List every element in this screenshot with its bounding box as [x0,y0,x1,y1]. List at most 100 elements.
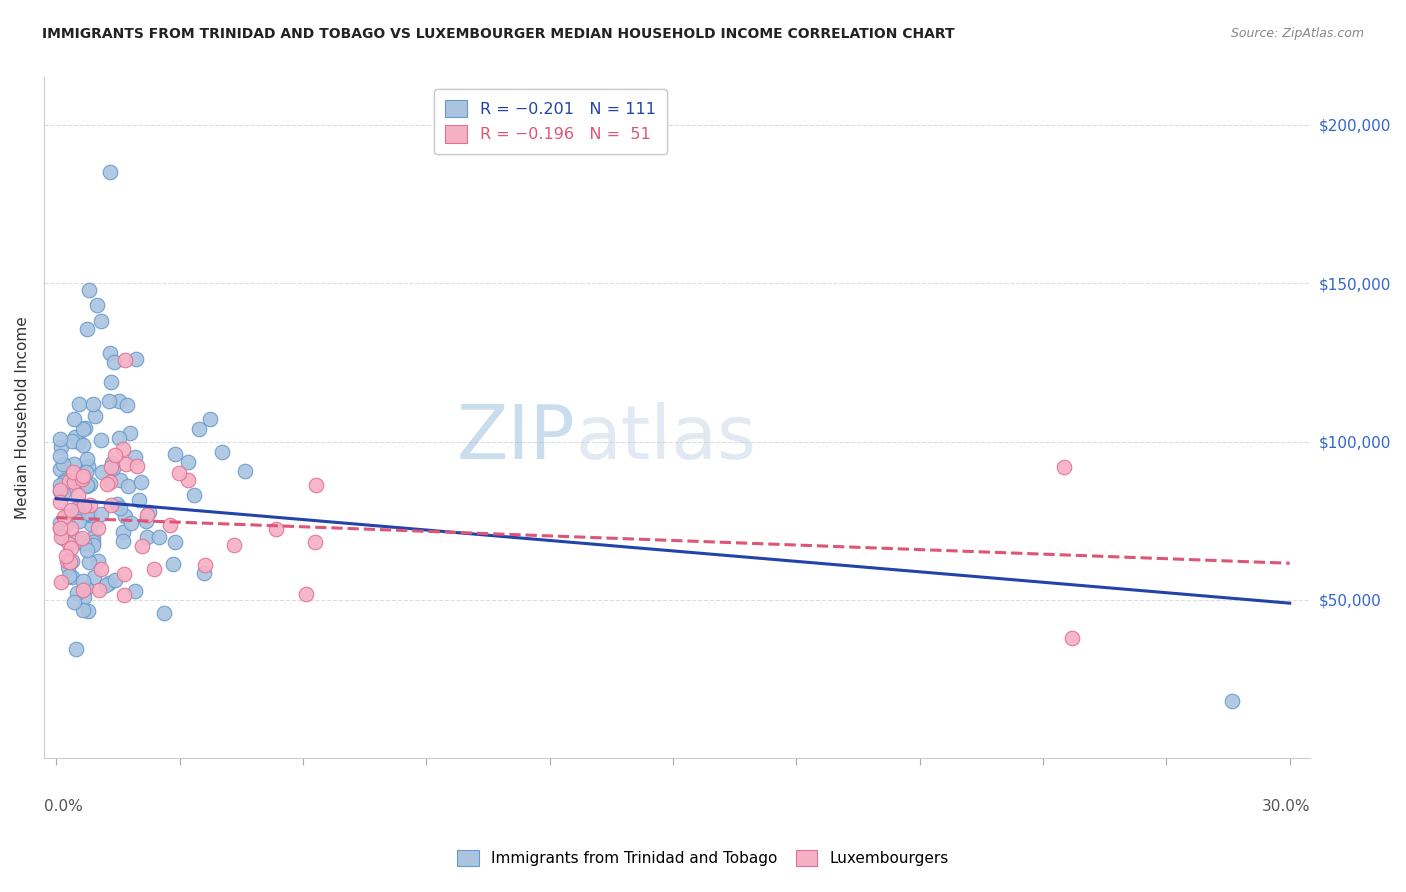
Point [72,422,94,436]
Point [98,165,121,179]
Point [211,445,233,459]
Point [108,393,131,408]
Text: ZIP: ZIP [457,401,576,475]
Point [294,587,316,601]
Point [76,479,98,493]
Point [128,493,150,508]
Point [193,566,215,581]
Point [76,478,98,492]
Point [153,607,176,621]
Point [304,535,326,549]
Legend: R = −0.201   N = 111, R = −0.196   N =  51: R = −0.201 N = 111, R = −0.196 N = 51 [433,89,668,154]
Point [76,451,98,466]
Point [77,604,100,618]
Point [110,501,132,516]
Point [49,450,72,464]
Point [159,518,181,533]
Point [167,466,190,480]
Point [183,488,205,502]
Point [49,432,72,446]
Point [70,472,93,486]
Point [177,473,200,487]
Point [118,425,141,440]
Point [49,494,72,508]
Point [304,478,326,492]
Point [49,440,72,454]
Point [66,500,89,514]
Point [59,555,82,569]
Point [105,497,128,511]
Text: atlas: atlas [576,401,756,475]
Point [194,558,217,572]
Point [120,516,142,530]
Point [49,516,72,530]
Point [58,569,80,583]
Point [86,298,108,312]
Point [222,537,245,551]
Point [112,534,135,549]
Point [67,488,90,502]
Point [111,524,134,539]
Point [136,530,159,544]
Point [90,561,112,575]
Point [67,396,90,410]
Point [112,588,135,602]
Point [100,460,122,475]
Point [77,506,100,520]
Point [49,483,72,498]
Point [66,533,89,547]
Point [60,503,83,517]
Point [107,430,129,444]
Point [60,554,83,568]
Point [163,447,186,461]
Point [72,468,94,483]
Point [76,543,98,558]
Point [53,473,76,487]
Point [148,530,170,544]
Point [87,554,110,568]
Point [177,455,200,469]
Point [75,465,97,479]
Point [233,464,256,478]
Point [67,514,90,528]
Point [162,557,184,571]
Point [115,398,138,412]
Point [198,411,221,425]
Point [63,411,86,425]
Point [125,351,148,366]
Point [117,479,139,493]
Point [72,590,94,604]
Legend: Immigrants from Trinidad and Tobago, Luxembourgers: Immigrants from Trinidad and Tobago, Lux… [449,840,957,875]
Point [82,534,104,549]
Point [100,498,122,512]
Point [136,508,159,522]
Point [62,465,84,479]
Point [83,569,105,583]
Point [87,521,110,535]
Point [125,458,148,473]
Point [131,539,153,553]
Point [79,498,101,512]
Point [100,376,122,390]
Point [101,461,124,475]
Point [82,531,104,545]
Point [72,583,94,598]
Point [49,521,72,535]
Point [49,461,72,475]
Point [55,517,77,532]
Point [79,516,101,531]
Point [84,409,107,423]
Text: IMMIGRANTS FROM TRINIDAD AND TOBAGO VS LUXEMBOURGER MEDIAN HOUSEHOLD INCOME CORR: IMMIGRANTS FROM TRINIDAD AND TOBAGO VS L… [42,27,955,41]
Point [72,536,94,550]
Point [163,535,186,549]
Point [76,322,98,336]
Point [60,434,83,449]
Point [63,457,86,471]
Point [51,530,73,544]
Point [73,500,96,514]
Point [82,538,104,552]
Point [115,457,138,471]
Point [49,521,72,535]
Point [104,574,127,588]
Point [77,555,100,569]
